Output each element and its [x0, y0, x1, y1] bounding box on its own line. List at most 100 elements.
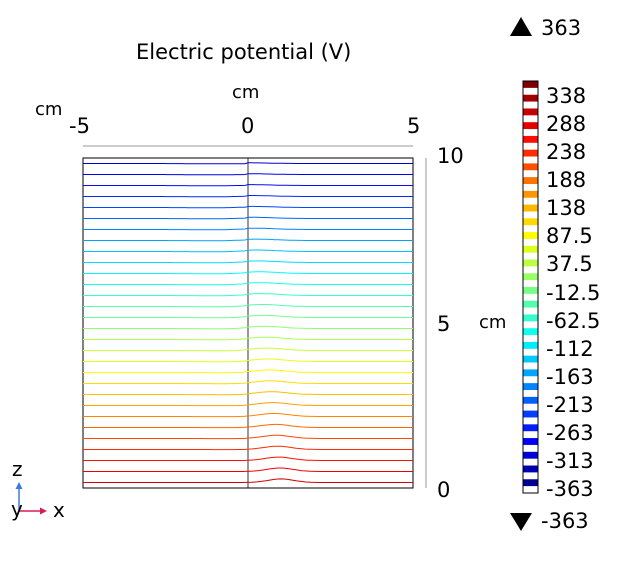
contour-line [83, 227, 413, 231]
colorbar-segment [523, 177, 538, 185]
colorbar-tick-label: 87.5 [546, 224, 593, 248]
colorbar-segment [523, 232, 538, 240]
z-unit-label: cm [479, 312, 507, 333]
colorbar-segment [523, 451, 538, 459]
contour-line [83, 304, 413, 308]
colorbar-segment [523, 108, 538, 116]
contour-line [83, 445, 413, 451]
colorbar-segment [523, 163, 538, 171]
colorbar-segment [523, 170, 538, 178]
colorbar-tick-label: 188 [546, 168, 587, 192]
triad-x-label: x [53, 498, 65, 522]
colorbar-segment [523, 94, 538, 102]
x-tick-label: 5 [407, 114, 421, 138]
colorbar-segment [523, 259, 538, 267]
contour-line [83, 391, 413, 396]
colorbar-tick-label: -363 [546, 477, 594, 501]
colorbar-segment [523, 273, 538, 281]
z-tick-label: 5 [437, 312, 451, 336]
colorbar-segment [523, 417, 538, 425]
triad-z-label: z [12, 457, 23, 481]
colorbar-segment [523, 300, 538, 308]
contour-line [83, 293, 413, 297]
colorbar-segment [523, 355, 538, 363]
colorbar-segment [523, 156, 538, 164]
colorbar-segment [523, 465, 538, 473]
colorbar-segment [523, 314, 538, 322]
contour-line [83, 402, 413, 407]
contour-line [83, 336, 413, 341]
contour-line [83, 314, 413, 319]
contour-line [83, 380, 413, 385]
contour-line [83, 260, 413, 264]
colorbar-segment [523, 390, 538, 398]
colorbar-segment [523, 204, 538, 212]
contour-lines [83, 162, 413, 483]
colorbar-segment [523, 87, 538, 96]
z-tick-label: 0 [437, 478, 451, 502]
contour-line [83, 434, 413, 440]
colorbar-tick-label: 37.5 [546, 252, 593, 276]
contour-line [83, 467, 413, 472]
contour-line [83, 249, 413, 253]
colorbar-segment [523, 129, 538, 137]
colorbar-segment [523, 479, 538, 487]
contour-line [83, 325, 413, 330]
colorbar-tick-label: 138 [546, 196, 587, 220]
colorbar-segment [523, 101, 538, 109]
contour-line [83, 216, 413, 220]
triad-x-arrowhead [40, 507, 47, 515]
colorbar-tick-label: -12.5 [546, 281, 601, 305]
colorbar-segment [523, 458, 538, 466]
colorbar-segment [523, 383, 538, 391]
colorbar-segment [523, 115, 538, 123]
colorbar-segment [523, 190, 538, 199]
colorbar-segment [523, 238, 538, 247]
colorbar-segment [523, 341, 538, 350]
colorbar-segment [523, 396, 538, 405]
colorbar-segment [523, 135, 538, 144]
contour-line [83, 184, 413, 187]
colorbar-segment [523, 444, 538, 453]
colorbar-max-label: 363 [541, 16, 582, 40]
colorbar-segment [523, 307, 538, 315]
colorbar-segment [523, 184, 538, 192]
colorbar-segment [523, 280, 538, 288]
contour-line [83, 456, 413, 461]
colorbar-segment [523, 218, 538, 226]
colorbar-segment [523, 293, 538, 302]
colorbar-segment [523, 362, 538, 370]
colorbar-segment [523, 142, 538, 150]
contour-line [83, 205, 413, 209]
colorbar-segment [523, 225, 538, 233]
axis-triad [15, 482, 47, 515]
min-triangle-icon [510, 513, 532, 531]
contour-line [83, 238, 413, 242]
colorbar-tick-label: -163 [546, 365, 594, 389]
triad-y-label: y [11, 497, 23, 521]
colorbar-segment [523, 431, 538, 439]
colorbar-segment [523, 252, 538, 260]
colorbar-segment [523, 369, 538, 377]
colorbar-segment [523, 328, 538, 336]
contour-line [83, 271, 413, 275]
colorbar-tick-label: 288 [546, 112, 587, 136]
colorbar-segment [523, 410, 538, 418]
colorbar-segment [523, 424, 538, 432]
colorbar [523, 81, 538, 494]
colorbar-segment [523, 149, 538, 157]
colorbar-segment [523, 472, 538, 480]
colorbar-segment [523, 197, 538, 205]
colorbar-segment [523, 266, 538, 274]
colorbar-tick-label: -213 [546, 393, 594, 417]
colorbar-segment [523, 245, 538, 253]
colorbar-segment [523, 321, 538, 329]
colorbar-segment [523, 122, 538, 130]
colorbar-segment [523, 403, 538, 411]
colorbar-segment [523, 211, 538, 219]
contour-line [83, 282, 413, 286]
colorbar-segment [523, 486, 538, 494]
contour-line [83, 369, 413, 374]
colorbar-segment [523, 376, 538, 384]
